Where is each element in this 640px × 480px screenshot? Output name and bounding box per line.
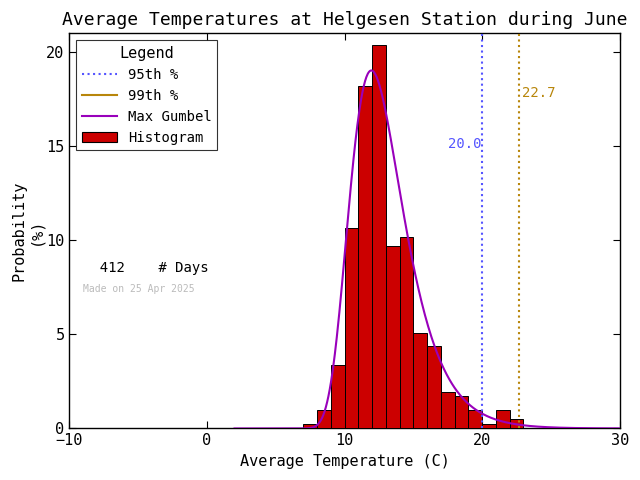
Y-axis label: Probability
(%): Probability (%) bbox=[11, 181, 44, 281]
Title: Average Temperatures at Helgesen Station during June: Average Temperatures at Helgesen Station… bbox=[62, 11, 627, 29]
Bar bbox=[441, 392, 454, 429]
Legend: 95th %, 99th %, Max Gumbel, Histogram: 95th %, 99th %, Max Gumbel, Histogram bbox=[76, 40, 217, 150]
Bar bbox=[496, 410, 509, 429]
Text: Made on 25 Apr 2025: Made on 25 Apr 2025 bbox=[83, 284, 195, 294]
Text: 22.7: 22.7 bbox=[522, 86, 556, 100]
Bar bbox=[358, 86, 372, 429]
Text: 412    # Days: 412 # Days bbox=[83, 261, 209, 275]
Bar bbox=[468, 410, 482, 429]
X-axis label: Average Temperature (C): Average Temperature (C) bbox=[239, 454, 449, 469]
Bar bbox=[386, 246, 399, 429]
Bar bbox=[482, 424, 496, 429]
Bar bbox=[317, 410, 331, 429]
Bar bbox=[372, 45, 386, 429]
Bar bbox=[509, 420, 524, 429]
Bar bbox=[413, 333, 427, 429]
Bar bbox=[303, 424, 317, 429]
Bar bbox=[427, 346, 441, 429]
Bar bbox=[399, 237, 413, 429]
Bar bbox=[454, 396, 468, 429]
Bar bbox=[331, 364, 344, 429]
Bar bbox=[344, 228, 358, 429]
Text: 20.0: 20.0 bbox=[448, 137, 481, 151]
